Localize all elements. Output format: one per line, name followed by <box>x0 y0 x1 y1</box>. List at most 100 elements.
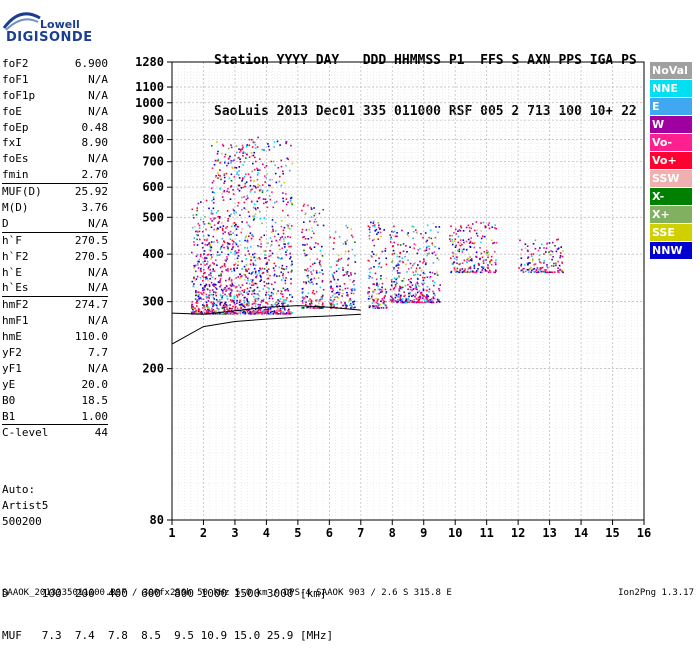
echo-point <box>457 230 459 232</box>
echo-point <box>290 245 292 248</box>
echo-point <box>344 307 347 309</box>
echo-point <box>198 230 201 233</box>
x-tick-label: 2 <box>200 526 207 540</box>
echo-point <box>235 252 238 254</box>
echo-point <box>466 261 468 264</box>
echo-point <box>222 292 224 294</box>
echo-point <box>233 295 236 298</box>
echo-point <box>227 187 229 190</box>
echo-point <box>194 225 196 228</box>
echo-point <box>245 145 248 148</box>
echo-point <box>211 246 213 249</box>
echo-point <box>242 151 245 153</box>
echo-point <box>216 141 218 143</box>
echo-point <box>223 288 225 291</box>
echo-point <box>199 238 201 241</box>
echo-point <box>306 243 308 246</box>
echo-point <box>520 253 522 256</box>
echo-point <box>229 311 231 313</box>
echo-point <box>205 199 208 202</box>
echo-point <box>550 265 553 267</box>
echo-point <box>237 202 240 204</box>
echo-point <box>290 293 292 296</box>
echo-point <box>234 263 237 265</box>
echo-point <box>244 278 246 281</box>
echo-point <box>251 303 254 306</box>
parameter-row: yF1 N/A <box>2 361 108 377</box>
echo-point <box>487 251 490 253</box>
echo-point <box>220 275 222 277</box>
echo-point <box>380 275 382 277</box>
echo-point <box>236 173 238 175</box>
echo-point <box>234 312 236 314</box>
echo-point <box>204 260 206 262</box>
echo-point <box>274 265 277 267</box>
echo-point <box>225 279 227 282</box>
echo-point <box>460 226 463 229</box>
echo-point <box>333 303 335 306</box>
echo-point <box>373 244 376 247</box>
echo-point <box>208 273 211 276</box>
echo-point <box>280 279 283 281</box>
echo-point <box>193 244 195 246</box>
echo-point <box>233 300 235 302</box>
echo-point <box>484 225 486 227</box>
echo-point <box>313 262 316 265</box>
echo-point <box>545 251 547 253</box>
echo-point <box>252 253 254 256</box>
echo-point <box>461 271 464 274</box>
echo-point <box>479 271 482 274</box>
parameter-name: foEp <box>2 120 29 134</box>
echo-point <box>215 211 218 214</box>
echo-point <box>247 277 249 280</box>
echo-point <box>375 301 378 304</box>
echo-point <box>413 274 415 276</box>
echo-point <box>247 268 250 270</box>
echo-point <box>197 231 199 233</box>
echo-point <box>225 290 227 292</box>
echo-point <box>244 152 247 154</box>
echo-point <box>438 298 441 301</box>
echo-point <box>254 264 257 267</box>
echo-point <box>278 266 281 269</box>
echo-point <box>287 289 290 292</box>
echo-point <box>219 216 221 218</box>
echo-point <box>557 270 559 272</box>
parameter-name: B1 <box>2 409 16 423</box>
echo-point <box>225 172 228 175</box>
echo-point <box>252 310 255 312</box>
echo-point <box>375 278 378 281</box>
echo-point <box>352 301 354 303</box>
echo-point <box>249 191 252 193</box>
echo-point <box>310 206 312 209</box>
echo-point <box>412 271 415 274</box>
echo-point <box>416 277 419 279</box>
echo-point <box>313 214 316 217</box>
echo-point <box>382 307 385 309</box>
echo-point <box>429 271 431 274</box>
echo-point <box>221 298 223 300</box>
echo-point <box>330 303 332 306</box>
echo-point <box>305 254 308 256</box>
echo-point <box>194 265 196 268</box>
echo-point <box>259 305 261 308</box>
parameter-row: foF1p N/A <box>2 88 108 104</box>
echo-point <box>256 257 259 260</box>
echo-point <box>321 280 324 283</box>
echo-point <box>557 267 559 269</box>
plot-frame <box>171 61 645 521</box>
echo-point <box>553 271 556 273</box>
echo-point <box>196 253 199 256</box>
echo-point <box>305 281 307 284</box>
echo-point <box>426 297 429 299</box>
echo-point <box>283 226 286 229</box>
echo-point <box>545 269 547 271</box>
echo-point <box>438 259 440 261</box>
echo-point <box>385 277 388 279</box>
echo-point <box>469 256 471 258</box>
echo-point <box>242 152 244 154</box>
echo-point <box>210 301 212 303</box>
echo-point <box>320 296 323 298</box>
echo-point <box>212 196 215 199</box>
echo-point <box>256 174 259 176</box>
